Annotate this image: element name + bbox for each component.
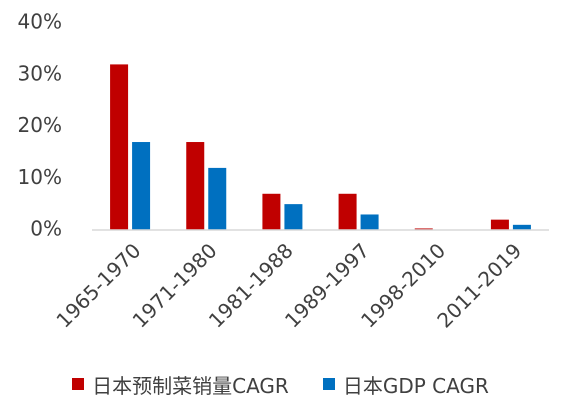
bar-1971-1980-series-1 [208,167,227,230]
bar-1989-1997-series-0 [338,193,357,230]
bar-2011-2019-series-1 [512,224,531,230]
y-axis-ticks: 0% 10% 20% 30% 40% [18,10,62,241]
legend-item-gdp: 日本GDP CAGR [322,370,489,399]
bar-1981-1988-series-1 [284,204,303,230]
bar-2011-2019-series-0 [490,219,509,230]
bar-1989-1997-series-1 [360,214,379,230]
bar-1965-1970-series-1 [132,142,151,230]
bar-1971-1980-series-0 [186,142,205,230]
legend: 日本预制菜销量CAGR 日本GDP CAGR [0,366,561,402]
legend-swatch-red [72,378,85,390]
bar-1965-1970-series-0 [110,64,129,231]
y-tick-label: 10% [18,165,62,189]
x-axis-labels: 1965-19701971-19801981-19881989-19971998… [51,238,526,332]
legend-item-presale: 日本预制菜销量CAGR [72,370,289,399]
legend-label-gdp: 日本GDP CAGR [342,373,489,398]
y-tick-label: 40% [18,10,62,34]
legend-label-presale: 日本预制菜销量CAGR [92,373,289,398]
legend-swatch-blue [322,378,335,390]
y-tick-label: 30% [18,61,62,85]
y-tick-label: 20% [18,113,62,137]
bars [110,64,531,231]
y-tick-label: 0% [30,217,62,241]
bar-1981-1988-series-0 [262,193,281,230]
bar-1998-2010-series-0 [414,228,433,230]
